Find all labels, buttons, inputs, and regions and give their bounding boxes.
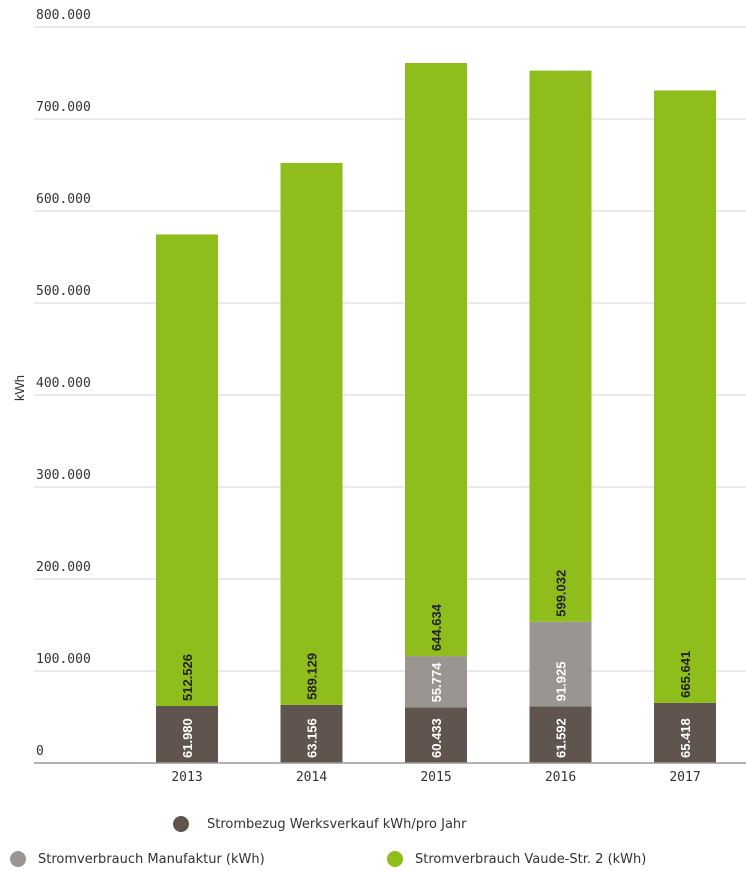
legend-label-werksverkauf: Strombezug Werksverkauf kWh/pro Jahr (207, 816, 467, 832)
bar-segment (529, 70, 592, 622)
data-label: 589.129 (305, 653, 320, 700)
x-tick-label: 2013 (171, 770, 202, 785)
bar-segment (654, 90, 716, 703)
x-tick-label: 2014 (296, 770, 327, 785)
y-axis-label: kWh (12, 375, 27, 401)
legend-swatch-vaude (387, 851, 403, 867)
data-label: 599.032 (554, 570, 569, 617)
y-tick-label: 400.000 (36, 376, 91, 391)
y-tick-label: 200.000 (36, 560, 91, 575)
data-label: 61.980 (180, 718, 195, 758)
stacked-bar-chart: 0 100.000 200.000 300.000 400.000 500.000 600.… (12, 8, 746, 785)
data-label: 665.641 (678, 651, 693, 698)
legend-label-manufaktur: Stromverbrauch Manufaktur (kWh) (38, 851, 265, 867)
bar-segment (529, 621, 592, 707)
data-label: 60.433 (429, 718, 444, 758)
x-tick-label: 2015 (420, 770, 451, 785)
x-tick-label: 2017 (669, 770, 700, 785)
data-label: 65.418 (678, 718, 693, 758)
y-tick-label: 500.000 (36, 284, 91, 299)
legend-item-manufaktur[interactable]: Stromverbrauch Manufaktur (kWh) (10, 851, 265, 867)
bar-segment (156, 705, 218, 763)
data-label: 644.634 (429, 603, 444, 651)
bar-segment (529, 706, 592, 763)
legend-swatch-manufaktur (10, 851, 26, 867)
y-tick-label: 800.000 (36, 8, 91, 23)
x-tick-label: 2016 (545, 770, 576, 785)
y-tick-label: 100.000 (36, 652, 91, 667)
data-label: 63.156 (305, 718, 320, 758)
legend-label-vaude: Stromverbrauch Vaude-Str. 2 (kWh) (415, 851, 647, 867)
bar-segment (156, 234, 218, 706)
data-label: 55.774 (429, 662, 444, 703)
legend-swatch-werksverkauf (173, 816, 189, 832)
bar-segment (405, 63, 467, 657)
legend-item-vaude[interactable]: Stromverbrauch Vaude-Str. 2 (kWh) (387, 851, 646, 867)
data-label: 512.526 (180, 654, 195, 701)
bar-segment (280, 162, 343, 705)
y-tick-label: 600.000 (36, 192, 91, 207)
y-tick-label: 300.000 (36, 468, 91, 483)
bar-segment (280, 704, 343, 763)
y-tick-label: 0 (36, 744, 44, 759)
bar-segment (405, 656, 467, 708)
bar-segment (654, 702, 716, 763)
legend-item-werksverkauf[interactable]: Strombezug Werksverkauf kWh/pro Jahr (173, 816, 467, 832)
data-label: 61.592 (554, 718, 569, 758)
data-label: 91.925 (554, 662, 569, 702)
y-tick-label: 700.000 (36, 100, 91, 115)
bar-segment (405, 707, 467, 763)
